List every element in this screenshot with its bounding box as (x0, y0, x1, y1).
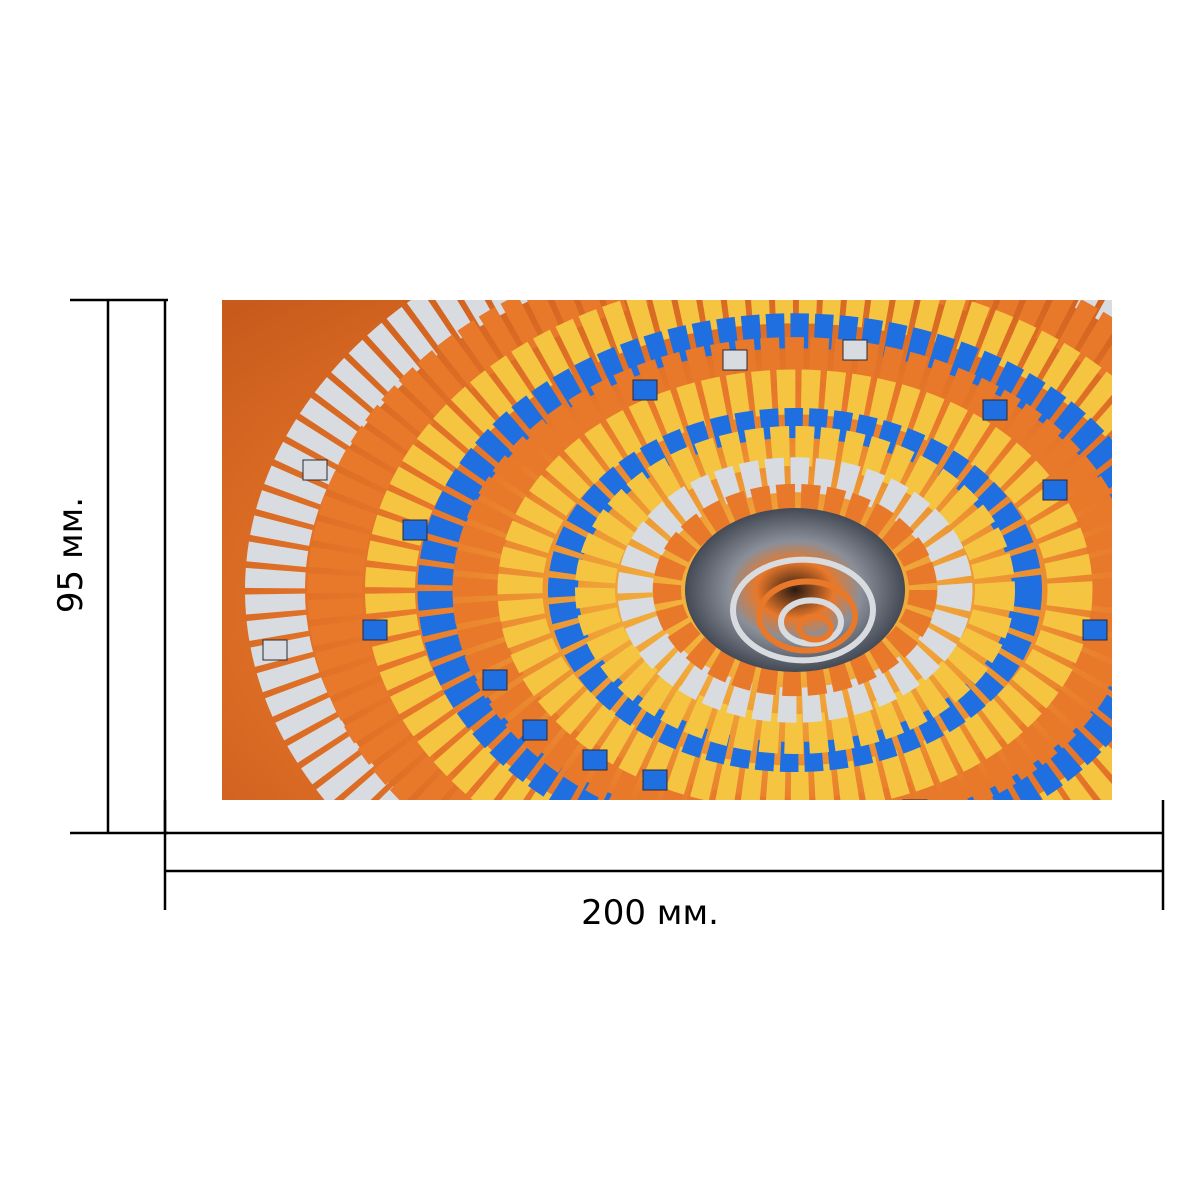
artwork-image (222, 300, 1112, 800)
height-dimension (70, 298, 168, 835)
width-dimension (163, 800, 1165, 910)
width-label: 200 мм. (581, 893, 719, 933)
height-label: 95 мм. (51, 497, 91, 613)
vortex-rings (245, 300, 1112, 800)
